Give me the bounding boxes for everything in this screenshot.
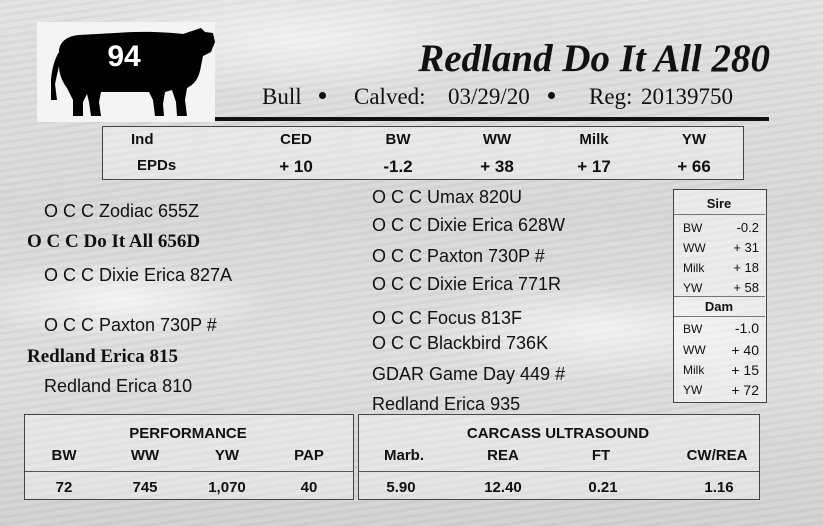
calved-label: Calved: (354, 84, 426, 109)
sire-epd-value: + 58 (733, 280, 759, 295)
performance-box (24, 414, 354, 500)
pedigree-sire: O C C Do It All 656D (27, 231, 201, 252)
epd-value-bw: -1.2 (383, 157, 413, 176)
separator-dot (548, 92, 555, 99)
carcass-value-marb: 5.90 (386, 479, 416, 496)
pedigree-sire-sire: O C C Zodiac 655Z (44, 201, 200, 221)
pedigree-dam-dam: Redland Erica 810 (44, 376, 193, 396)
bull-silhouette-icon (51, 28, 215, 116)
pedigree-ggs-2: O C C Paxton 730P # (372, 246, 545, 266)
dam-epd-key: BW (683, 322, 703, 336)
sire-epd-key: BW (683, 221, 703, 235)
carcass-header-ft: FT (591, 447, 611, 464)
epd-header-ced: CED (280, 131, 312, 148)
sire-epd-value: + 18 (733, 260, 759, 275)
title-underline (215, 117, 769, 121)
pedigree-ggs-1: O C C Umax 820U (372, 187, 523, 207)
epd-header-bw: BW (385, 131, 411, 148)
pedigree-ggs-3: O C C Focus 813F (372, 308, 523, 328)
carcass-value-ft: 0.21 (588, 479, 618, 496)
carcass-value-rea: 12.40 (484, 479, 522, 496)
dam-epd-key: Milk (683, 363, 705, 377)
performance-header-ww: WW (130, 447, 160, 464)
sire-epd-value: -0.2 (736, 220, 759, 235)
reg-number: 20139750 (641, 84, 733, 109)
sire-epd-key: Milk (683, 261, 705, 275)
dam-epd-key: WW (683, 343, 706, 357)
carcass-header-cw-rea: CW/REA (686, 447, 748, 464)
pedigree-ggs-4: GDAR Game Day 449 # (372, 364, 566, 384)
performance-value-ww: 745 (132, 479, 158, 496)
lot-number-box (37, 22, 215, 122)
divider (674, 214, 765, 215)
calved-date: 03/29/20 (448, 84, 530, 109)
animal-name: Redland Do It All 280 (418, 37, 770, 80)
epd-value-ced: + 10 (279, 157, 313, 176)
performance-header-bw: BW (51, 447, 77, 464)
sire-epd-value: + 31 (733, 240, 759, 255)
pedigree-sire-dam: O C C Dixie Erica 827A (44, 265, 233, 285)
dam-epd-value: + 15 (731, 362, 759, 378)
reg-label: Reg: (589, 84, 633, 109)
pedigree-ggd-3: O C C Blackbird 736K (372, 333, 549, 353)
performance-value-pap: 40 (300, 479, 318, 496)
performance-title: PERFORMANCE (129, 425, 247, 442)
performance-value-yw: 1,070 (208, 479, 246, 496)
dam-epd-value: + 72 (731, 382, 759, 398)
dam-label: Dam (704, 299, 734, 314)
sire-epd-key: YW (683, 281, 703, 295)
epd-header-milk: Milk (579, 131, 609, 148)
carcass-header-rea: REA (487, 447, 519, 464)
carcass-ultrasound-box (358, 414, 760, 500)
divider (674, 296, 765, 297)
pedigree-ggd-2: O C C Dixie Erica 771R (372, 274, 562, 294)
lot-number: 94 (107, 40, 141, 73)
epd-value-milk: + 17 (577, 157, 611, 176)
performance-header-pap: PAP (294, 447, 324, 464)
performance-value-bw: 72 (55, 479, 73, 496)
dam-epd-value: + 40 (731, 342, 759, 358)
pedigree-dam: Redland Erica 815 (27, 346, 178, 367)
carcass-title: CARCASS ULTRASOUND (466, 425, 650, 442)
dam-epd-value: -1.0 (734, 320, 759, 336)
animal-sex: Bull (262, 84, 302, 109)
sire-epd-key: WW (683, 241, 706, 255)
epd-header-ww: WW (482, 131, 512, 148)
divider (674, 316, 765, 317)
epd-value-yw: + 66 (677, 157, 711, 176)
pedigree-ggd-4: Redland Erica 935 (372, 394, 521, 414)
dam-epd-key: YW (683, 383, 703, 397)
sire-label: Sire (706, 196, 732, 211)
pedigree-ggd-1: O C C Dixie Erica 628W (372, 215, 566, 235)
epd-table (102, 126, 744, 180)
carcass-value-cw-rea: 1.16 (704, 479, 734, 496)
carcass-header-marb: Marb. (383, 447, 424, 464)
epd-row-label-epds: EPDs (137, 157, 177, 174)
pedigree-dam-sire: O C C Paxton 730P # (44, 315, 217, 335)
epd-row-label-ind: Ind (131, 131, 154, 148)
epd-header-yw: YW (681, 131, 707, 148)
separator-dot (319, 92, 326, 99)
performance-header-yw: YW (214, 447, 240, 464)
epd-value-ww: + 38 (480, 157, 514, 176)
